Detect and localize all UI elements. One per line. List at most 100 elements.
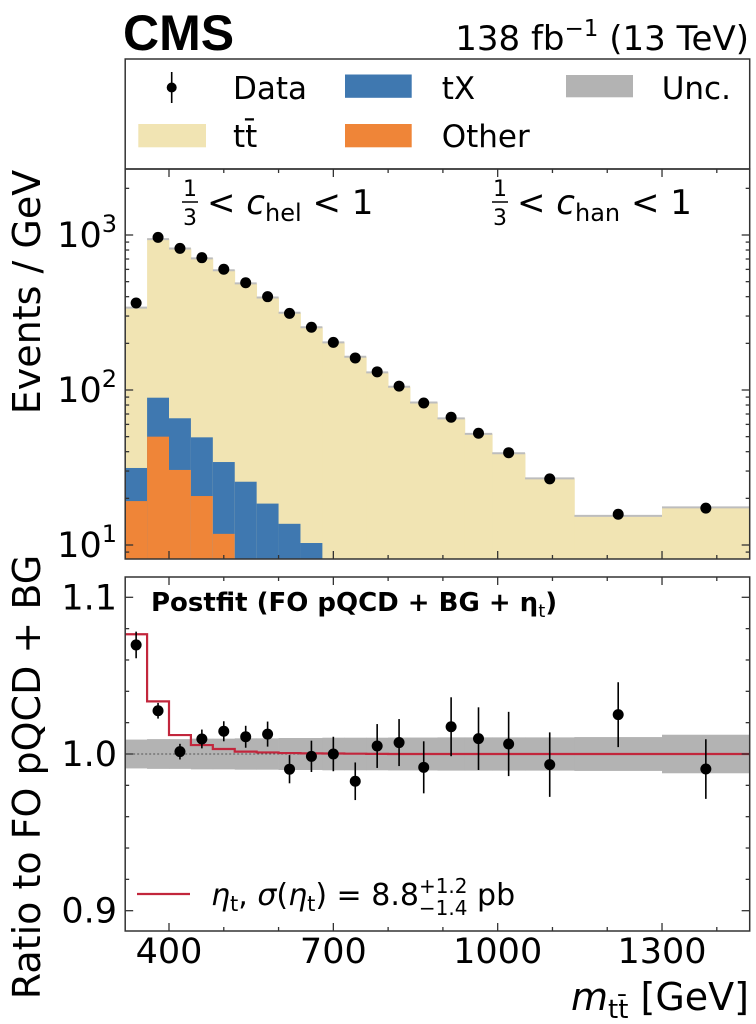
experiment-label: CMS bbox=[123, 5, 234, 61]
lower-panel-frame bbox=[124, 576, 751, 932]
postfit-title-main: Postfit (FO pQCD + BG + η bbox=[151, 588, 538, 618]
x-tick-label: 1000 bbox=[453, 932, 542, 972]
legend-label-ttbar: tt̄ bbox=[233, 118, 257, 155]
lower-y-axis-label: Ratio to FO pQCD + BG bbox=[5, 555, 49, 999]
postfit-title: Postfit (FO pQCD + BG + ηt) bbox=[151, 588, 557, 622]
legend-label-tx: tX bbox=[442, 71, 475, 107]
annotation-c-hel: 1 3 < chel < 1 bbox=[182, 177, 373, 231]
c-hel-range: < chel < 1 bbox=[207, 183, 373, 227]
other-bar bbox=[147, 436, 170, 559]
c-symbol: c bbox=[556, 183, 575, 223]
y-tick-base: 10 bbox=[57, 216, 102, 256]
data-ratio-point bbox=[130, 639, 142, 651]
data-ratio-point bbox=[152, 705, 164, 717]
x-tick-label: 400 bbox=[136, 932, 203, 972]
c-han-range: < chan < 1 bbox=[517, 183, 692, 227]
eta-subscript: t bbox=[230, 892, 238, 916]
other-bar bbox=[190, 496, 214, 559]
data-point bbox=[503, 447, 515, 459]
legend-box bbox=[124, 58, 751, 170]
x-tick-label: 700 bbox=[300, 932, 367, 972]
uncertainty-down: −1.4 bbox=[419, 896, 468, 920]
data-ratio-point bbox=[305, 750, 317, 762]
data-ratio-point bbox=[418, 761, 430, 773]
x-tick-label: 1300 bbox=[617, 932, 706, 972]
data-ratio-point bbox=[218, 725, 230, 737]
tx-bar bbox=[278, 523, 301, 559]
luminosity-label: 138 fb−1 (13 TeV) bbox=[455, 16, 749, 59]
data-ratio-point bbox=[544, 759, 556, 771]
data-point bbox=[305, 321, 317, 333]
legend-label-other: Other bbox=[442, 119, 530, 155]
legend-item-other: Other bbox=[345, 119, 530, 155]
data-ratio-point bbox=[174, 746, 186, 758]
x-axis-subscript: tt̄ bbox=[608, 993, 628, 1024]
uncertainty-band bbox=[212, 738, 236, 770]
data-point bbox=[152, 231, 164, 243]
ttbar-bar bbox=[492, 453, 526, 559]
uncertainty-up: +1.2 bbox=[419, 874, 468, 898]
lumi-exponent: −1 bbox=[565, 16, 599, 42]
data-ratio-point bbox=[371, 740, 383, 752]
y-tick-base: 10 bbox=[57, 526, 102, 566]
ttbar-bar bbox=[278, 312, 301, 559]
data-ratio-point bbox=[700, 763, 712, 775]
x-axis-unit: [GeV] bbox=[628, 975, 749, 1019]
other-bar bbox=[169, 469, 192, 559]
separator: , bbox=[238, 878, 257, 913]
lt-symbol: < bbox=[207, 183, 246, 223]
tx-swatch bbox=[345, 74, 412, 98]
data-point bbox=[371, 366, 383, 378]
data-point bbox=[700, 502, 712, 514]
ttbar-bar bbox=[344, 356, 367, 559]
data-point bbox=[349, 352, 361, 364]
legend-label-data: Data bbox=[233, 71, 307, 107]
other-swatch bbox=[345, 124, 412, 148]
legend-item-tx: tX bbox=[345, 71, 475, 107]
unit-pb: pb bbox=[467, 878, 515, 913]
data-point bbox=[130, 297, 142, 309]
upper-y-axis-label: Events / GeV bbox=[5, 170, 49, 414]
range-tail: < 1 bbox=[302, 183, 374, 223]
data-point bbox=[174, 242, 186, 254]
c-symbol: c bbox=[246, 183, 265, 223]
ratio-tick-label: 0.9 bbox=[61, 892, 117, 932]
data-marker-icon bbox=[166, 82, 177, 93]
range-tail: < 1 bbox=[620, 183, 692, 223]
other-bar bbox=[212, 533, 236, 559]
upper-panel-frame bbox=[124, 168, 751, 560]
cross-section-value: ) = 8.8 bbox=[315, 878, 419, 913]
data-point bbox=[240, 277, 252, 289]
y-tick-label: 102 bbox=[57, 365, 117, 411]
legend-item-ttbar: tt̄ bbox=[138, 118, 257, 155]
data-ratio-point bbox=[349, 775, 361, 787]
y-tick-label: 101 bbox=[57, 520, 117, 566]
data-ratio-point bbox=[473, 733, 485, 745]
ttbar-bar bbox=[574, 515, 663, 559]
data-point bbox=[544, 473, 556, 485]
eta-symbol: η bbox=[211, 878, 230, 913]
uncertainty-band bbox=[256, 738, 279, 770]
ttbar-bar bbox=[437, 418, 466, 559]
data-point bbox=[612, 508, 624, 520]
other-bar bbox=[125, 501, 148, 559]
data-point bbox=[284, 307, 296, 319]
ttbar-bar bbox=[366, 372, 389, 559]
tx-bar bbox=[256, 503, 279, 559]
data-ratio-point bbox=[503, 738, 515, 750]
data-point bbox=[393, 380, 405, 392]
data-ratio-point bbox=[284, 763, 296, 775]
legend-item-unc: Unc. bbox=[566, 71, 731, 107]
fraction-denominator: 3 bbox=[493, 206, 507, 231]
data-point bbox=[262, 291, 274, 303]
ttbar-bar bbox=[300, 327, 323, 559]
y-tick-label: 103 bbox=[57, 210, 117, 256]
data-ratio-point bbox=[327, 748, 339, 760]
lumi-energy: (13 TeV) bbox=[598, 19, 749, 59]
c-subscript: han bbox=[575, 199, 620, 227]
x-axis-label: mtt̄ [GeV] bbox=[571, 975, 749, 1024]
y-tick-base: 10 bbox=[57, 371, 102, 411]
data-point bbox=[327, 336, 339, 348]
